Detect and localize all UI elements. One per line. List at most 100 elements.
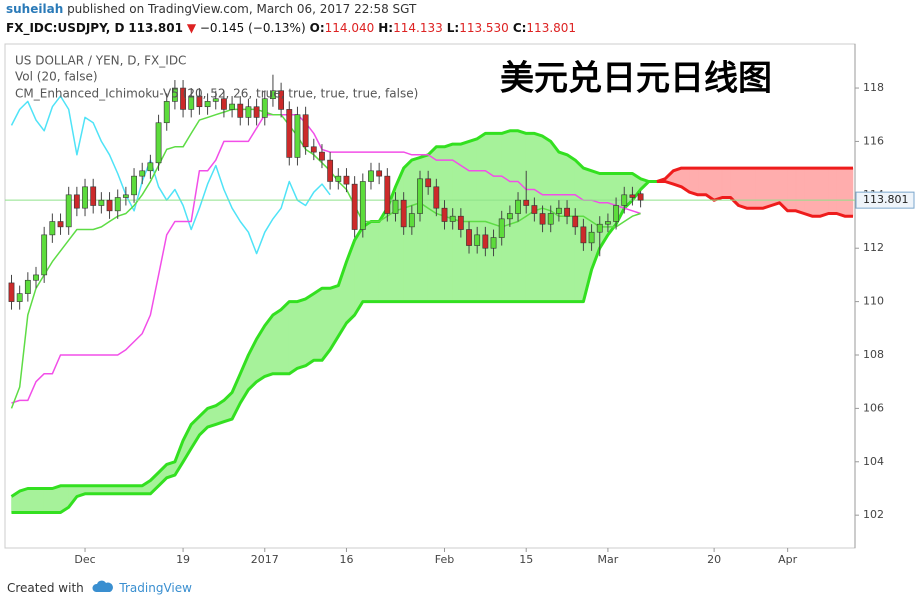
candle-body (204, 101, 211, 108)
plot (5, 74, 855, 514)
cloud-fill (427, 146, 437, 302)
candle-body (490, 237, 497, 249)
candle-body (359, 181, 366, 230)
ohlc-value: 114.040 (324, 21, 375, 35)
user-link[interactable]: suheilah (6, 2, 64, 16)
indicator-label: CM_Enhanced_Ichimoku-V5 (20, 52, 26, tru… (15, 87, 418, 101)
ohlc-label: O: (309, 21, 325, 35)
x-tick-label: Feb (435, 553, 454, 566)
candle-body (588, 231, 595, 244)
ohlc: O:114.040 H:114.133 L:113.530 C:113.801 (306, 21, 576, 35)
x-tick-label: Mar (598, 553, 619, 566)
indicator-line (10, 129, 657, 498)
cloud-fill (272, 309, 282, 374)
candle-body (539, 213, 546, 225)
candle-body (400, 199, 407, 228)
cloud-fill (828, 167, 837, 214)
candle-body (41, 234, 48, 276)
brand-link[interactable]: TradingView (119, 581, 192, 595)
candle-body (155, 122, 162, 164)
candle-body (637, 193, 644, 201)
last-value: 113.801 (128, 21, 183, 35)
candle-body (286, 109, 293, 158)
indicator-label: Vol (20, false) (15, 70, 98, 84)
candle-body (24, 279, 31, 294)
candle-body (621, 194, 628, 206)
candle-body (139, 170, 146, 177)
candle-body (408, 213, 415, 228)
candle-body (629, 194, 636, 198)
candle-body (114, 197, 121, 212)
ohlc-label: C: (512, 21, 527, 35)
cloud-fill (493, 133, 503, 302)
ohlc-value: 114.133 (393, 21, 443, 35)
x-tick-label: 20 (707, 553, 721, 566)
candle-body (441, 207, 448, 222)
candle-body (33, 274, 39, 281)
candle-body (310, 146, 317, 153)
candle-body (523, 199, 530, 206)
cloud-fill (762, 167, 772, 209)
indicator-line (656, 166, 853, 183)
cloud-fill (444, 143, 453, 302)
cloud-fill (436, 146, 445, 302)
candle-body (147, 162, 154, 172)
cloud-fill (803, 167, 813, 217)
candle-body (98, 199, 105, 206)
candle-body (49, 221, 56, 236)
cloud-fill (476, 132, 486, 302)
candle-body (294, 114, 301, 158)
candle-body (547, 213, 554, 225)
chart: US DOLLAR / YEN, D, FX_IDC Vol (20, fals… (4, 43, 915, 566)
x-tick-label: Dec (74, 553, 95, 566)
candle-body (237, 103, 244, 118)
indicator-line (11, 180, 657, 514)
candle-body (212, 98, 219, 102)
logo (92, 580, 113, 592)
chart-title: US DOLLAR / YEN, D, FX_IDC (15, 54, 186, 68)
y-tick-label: 116 (863, 134, 884, 147)
candle-body (474, 234, 481, 246)
ohlc-value: 113.530 (459, 21, 509, 35)
y-tick-label: 106 (863, 401, 884, 414)
cloud-fill (313, 287, 323, 361)
y-tick-label: 102 (863, 508, 884, 521)
footer: Created with TradingView (7, 578, 192, 595)
cloud-fill (362, 220, 372, 302)
candle-body (425, 178, 432, 188)
change: −0.145 (−0.13%) (199, 21, 306, 35)
cloud-fill (844, 167, 854, 217)
cloud-fill (820, 167, 829, 217)
candle-body (163, 101, 170, 124)
candle-body (457, 215, 464, 230)
candle-body (572, 215, 579, 228)
candle-body (498, 218, 505, 238)
candle-body (466, 229, 472, 246)
ohlc-label: L: (446, 21, 460, 35)
cloud-fill (721, 167, 731, 198)
candle-body (245, 106, 252, 118)
candle-body (449, 215, 456, 222)
y-tick-label: 110 (863, 295, 884, 308)
candle-body (515, 199, 521, 214)
cloud-fill (525, 133, 535, 302)
candle-body (335, 175, 342, 182)
x-tick-label: 16 (339, 553, 353, 566)
cloud-fill (485, 133, 494, 302)
cloud-fill (754, 167, 764, 209)
candle-body (482, 234, 489, 249)
candle-body (531, 205, 538, 214)
candle-body (580, 226, 587, 244)
candle-body (506, 213, 513, 220)
candle-body (343, 175, 350, 185)
candle-body (384, 175, 391, 214)
indicator-line (11, 113, 641, 404)
cloud-fill (280, 300, 290, 374)
candle-body (278, 90, 285, 110)
candle-body (327, 159, 334, 182)
cloud-fill (468, 138, 478, 302)
cloud-fill (566, 154, 576, 302)
cloud-fill (795, 167, 805, 214)
created-with: Created with (7, 581, 84, 595)
cloud-fill (288, 301, 298, 375)
